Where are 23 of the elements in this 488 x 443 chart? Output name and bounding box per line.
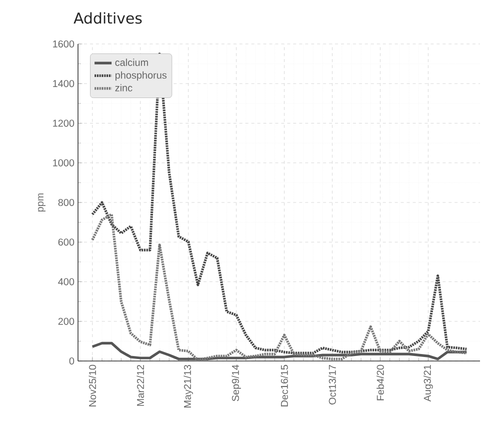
line-series xyxy=(91,213,468,361)
x-tick-label: May21/13 xyxy=(184,364,193,408)
legend-label: zinc xyxy=(115,84,132,92)
y-tick-label: 1400 xyxy=(53,80,74,88)
legend-label: calcium xyxy=(115,58,148,66)
y-tick-label: 400 xyxy=(58,278,74,286)
x-tick-label: Oct13/17 xyxy=(328,365,336,404)
y-tick-label: 1200 xyxy=(53,120,74,127)
y-tick-label: 800 xyxy=(58,198,74,206)
x-tick-label: Mar22/12 xyxy=(136,365,144,406)
legend-label: phosphorus xyxy=(115,71,167,81)
x-tick-label: Sep9/14 xyxy=(232,364,241,402)
x-tick-label: Dec16/15 xyxy=(280,364,288,406)
y-tick-label: 600 xyxy=(58,238,74,246)
x-tick-label: Nov25/10 xyxy=(88,364,96,406)
y-tick-label: 200 xyxy=(58,318,74,325)
x-tick-label: Aug3/21 xyxy=(424,364,433,402)
y-tick-label: 0 xyxy=(69,357,74,365)
y-tick-label: 1600 xyxy=(53,40,74,48)
x-tick-label: Feb4/20 xyxy=(376,364,384,400)
y-axis-title: ppm xyxy=(38,193,46,212)
chart-title: Additives xyxy=(74,12,142,24)
y-tick-label: 1000 xyxy=(53,159,74,166)
